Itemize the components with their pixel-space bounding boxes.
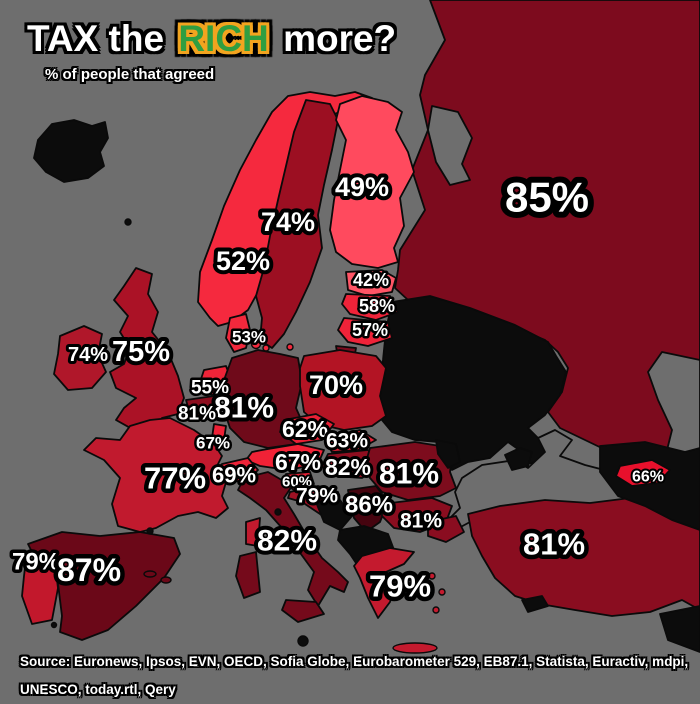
- percent-label-russia: 85%: [505, 174, 589, 221]
- country-spain: [27, 531, 181, 641]
- country-finland: [329, 95, 415, 269]
- bornholm-island: [286, 343, 294, 351]
- region-syria: [659, 605, 700, 653]
- country-lithuania: [337, 317, 393, 347]
- page-title: TAX the RICH more?: [27, 18, 396, 60]
- percent-label-luxembourg: 67%: [196, 434, 230, 453]
- faroe-islands: [124, 218, 132, 226]
- corsica-island: [245, 517, 261, 547]
- balearic-island: [160, 576, 172, 584]
- country-greece: [353, 547, 415, 619]
- percent-label-spain: 87%: [57, 552, 121, 588]
- region-caucasus: [599, 441, 700, 531]
- turkey-thrace: [427, 515, 465, 543]
- title-prefix: TAX the: [27, 18, 165, 59]
- percent-label-netherlands: 55%: [191, 378, 229, 399]
- country-slovakia: [323, 429, 377, 453]
- percent-label-estonia: 42%: [353, 270, 389, 290]
- percent-label-austria: 67%: [275, 449, 321, 475]
- country-turkey: [467, 497, 700, 617]
- greek-island: [432, 606, 440, 614]
- subtitle: % of people that agreed: [45, 66, 215, 83]
- country-netherlands: [199, 365, 233, 397]
- andorra-dot: [146, 527, 154, 535]
- percent-label-finland: 49%: [335, 172, 389, 202]
- percent-label-turkey: 81%: [523, 527, 585, 562]
- percent-label-serbia: 86%: [345, 492, 393, 519]
- percent-label-denmark: 53%: [232, 328, 266, 347]
- malta-dot: [297, 635, 309, 647]
- country-france: [83, 417, 229, 533]
- sardinia-island: [235, 551, 261, 599]
- percent-label-poland: 70%: [309, 370, 363, 400]
- percent-label-belgium: 81%: [178, 404, 216, 425]
- percent-label-france: 77%: [144, 461, 206, 496]
- percent-label-norway: 52%: [216, 246, 270, 276]
- balearic-island: [143, 570, 157, 578]
- greek-island: [428, 572, 436, 580]
- sicily-island: [281, 599, 325, 623]
- country-austria: [245, 443, 325, 471]
- percent-label-lithuania: 57%: [352, 320, 388, 340]
- country-italy: [237, 471, 349, 607]
- country-poland: [299, 349, 387, 431]
- percent-label-germany: 81%: [214, 392, 274, 425]
- san-marino-dot: [274, 508, 282, 516]
- gibraltar-dot: [50, 621, 58, 629]
- country-ireland: [53, 325, 107, 391]
- country-latvia: [341, 293, 399, 321]
- percent-label-slovenia: 60%: [282, 474, 312, 491]
- percent-label-switzerland: 69%: [212, 463, 256, 488]
- source-line-2: UNESCO, today.rtl, Qery: [20, 682, 176, 697]
- greek-island: [438, 588, 446, 596]
- percent-label-hungary: 82%: [325, 454, 371, 480]
- crete-island: [392, 642, 438, 654]
- country-cyprus: [521, 595, 549, 613]
- percent-label-croatia: 79%: [296, 485, 338, 508]
- white-sea: [427, 105, 473, 186]
- percent-label-bulgaria: 81%: [400, 510, 442, 533]
- title-suffix: more?: [283, 18, 397, 59]
- percent-label-czechia: 62%: [282, 416, 328, 442]
- country-denmark: [225, 313, 251, 353]
- title-highlight: RICH: [178, 18, 269, 59]
- country-luxembourg: [211, 423, 227, 441]
- country-romania: [365, 441, 457, 501]
- percent-label-greece: 79%: [369, 569, 431, 604]
- percent-label-georgia: 66%: [632, 469, 664, 486]
- source-line-1: Source: Euronews, Ipsos, EVN, OECD, Sofi…: [20, 654, 689, 669]
- percent-label-uk: 75%: [112, 336, 170, 368]
- percent-label-slovakia: 63%: [326, 430, 368, 453]
- country-portugal: [21, 555, 59, 625]
- country-moldova: [435, 439, 461, 469]
- source-credit: Source: Euronews, Ipsos, EVN, OECD, Sofi…: [20, 648, 688, 704]
- region-crimea: [504, 447, 533, 471]
- country-bosnia: [315, 499, 353, 531]
- percent-label-latvia: 58%: [359, 296, 395, 316]
- country-georgia: [615, 459, 671, 487]
- percent-label-ireland: 74%: [68, 344, 108, 366]
- percent-label-portugal: 79%: [12, 549, 60, 576]
- country-sweden: [255, 99, 339, 349]
- percent-labels: 85%49%74%52%42%58%57%53%74% 75%55%81%70%8…: [8, 168, 666, 609]
- percent-label-romania: 81%: [379, 458, 439, 491]
- country-estonia: [345, 269, 397, 297]
- country-belgium: [185, 395, 225, 421]
- country-czechia: [279, 413, 335, 445]
- country-iceland: [33, 119, 109, 183]
- percent-label-italy: 82%: [257, 525, 317, 558]
- denmark-island: [250, 338, 262, 350]
- percent-label-sweden: 74%: [261, 207, 315, 237]
